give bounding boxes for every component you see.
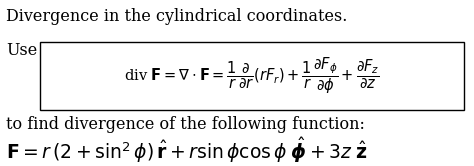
Text: Use: Use <box>6 42 37 59</box>
Text: Divergence in the cylindrical coordinates.: Divergence in the cylindrical coordinate… <box>6 8 347 25</box>
Text: to find divergence of the following function:: to find divergence of the following func… <box>6 116 365 133</box>
Text: div $\mathbf{F} = \nabla \cdot \mathbf{F} = \dfrac{1}{r}\dfrac{\partial}{\partia: div $\mathbf{F} = \nabla \cdot \mathbf{F… <box>124 56 380 96</box>
Text: $\mathbf{F} =r\,(2 + \sin^2\phi)\,\hat{\mathbf{r}} + r\sin\phi\cos\phi\;\hat{\bo: $\mathbf{F} =r\,(2 + \sin^2\phi)\,\hat{\… <box>6 135 368 164</box>
Bar <box>40 42 464 110</box>
